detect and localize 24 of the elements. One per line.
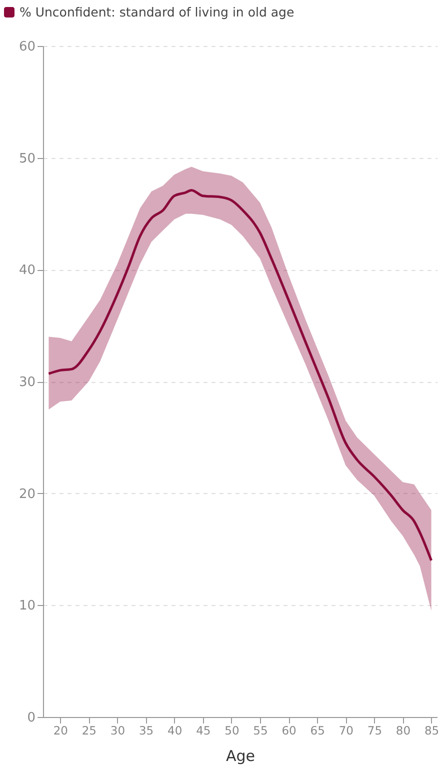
x-axis-title: Age (226, 747, 256, 765)
y-tick-label: 60 (18, 40, 36, 54)
x-tick-label: 70 (338, 724, 354, 738)
y-tick-label: 40 (18, 263, 36, 278)
x-tick-label: 60 (282, 724, 296, 738)
y-tick-label: 10 (18, 598, 36, 614)
x-tick-label: 45 (196, 724, 211, 738)
line-series (47, 189, 433, 562)
x-tick-label: 30 (110, 724, 126, 738)
legend-label: % Unconfident: standard of living in old age (20, 4, 294, 20)
x-tick-label: 40 (168, 724, 182, 738)
y-tick-label: 50 (18, 151, 36, 166)
x-tick-label: 75 (367, 724, 382, 738)
y-tick-label: 20 (18, 486, 36, 502)
x-tick-label: 50 (224, 724, 240, 738)
x-tick-label: 80 (396, 724, 411, 738)
y-tick-label: 30 (18, 375, 36, 390)
x-tick-label: 25 (82, 724, 96, 738)
x-tick-label: 65 (310, 724, 325, 738)
x-tick-label: 85 (424, 724, 440, 738)
x-tick-label: 35 (138, 724, 154, 738)
x-tick-label: 55 (253, 724, 268, 738)
x-tick-label: 20 (53, 724, 68, 738)
y-tick-label: 0 (27, 710, 36, 726)
